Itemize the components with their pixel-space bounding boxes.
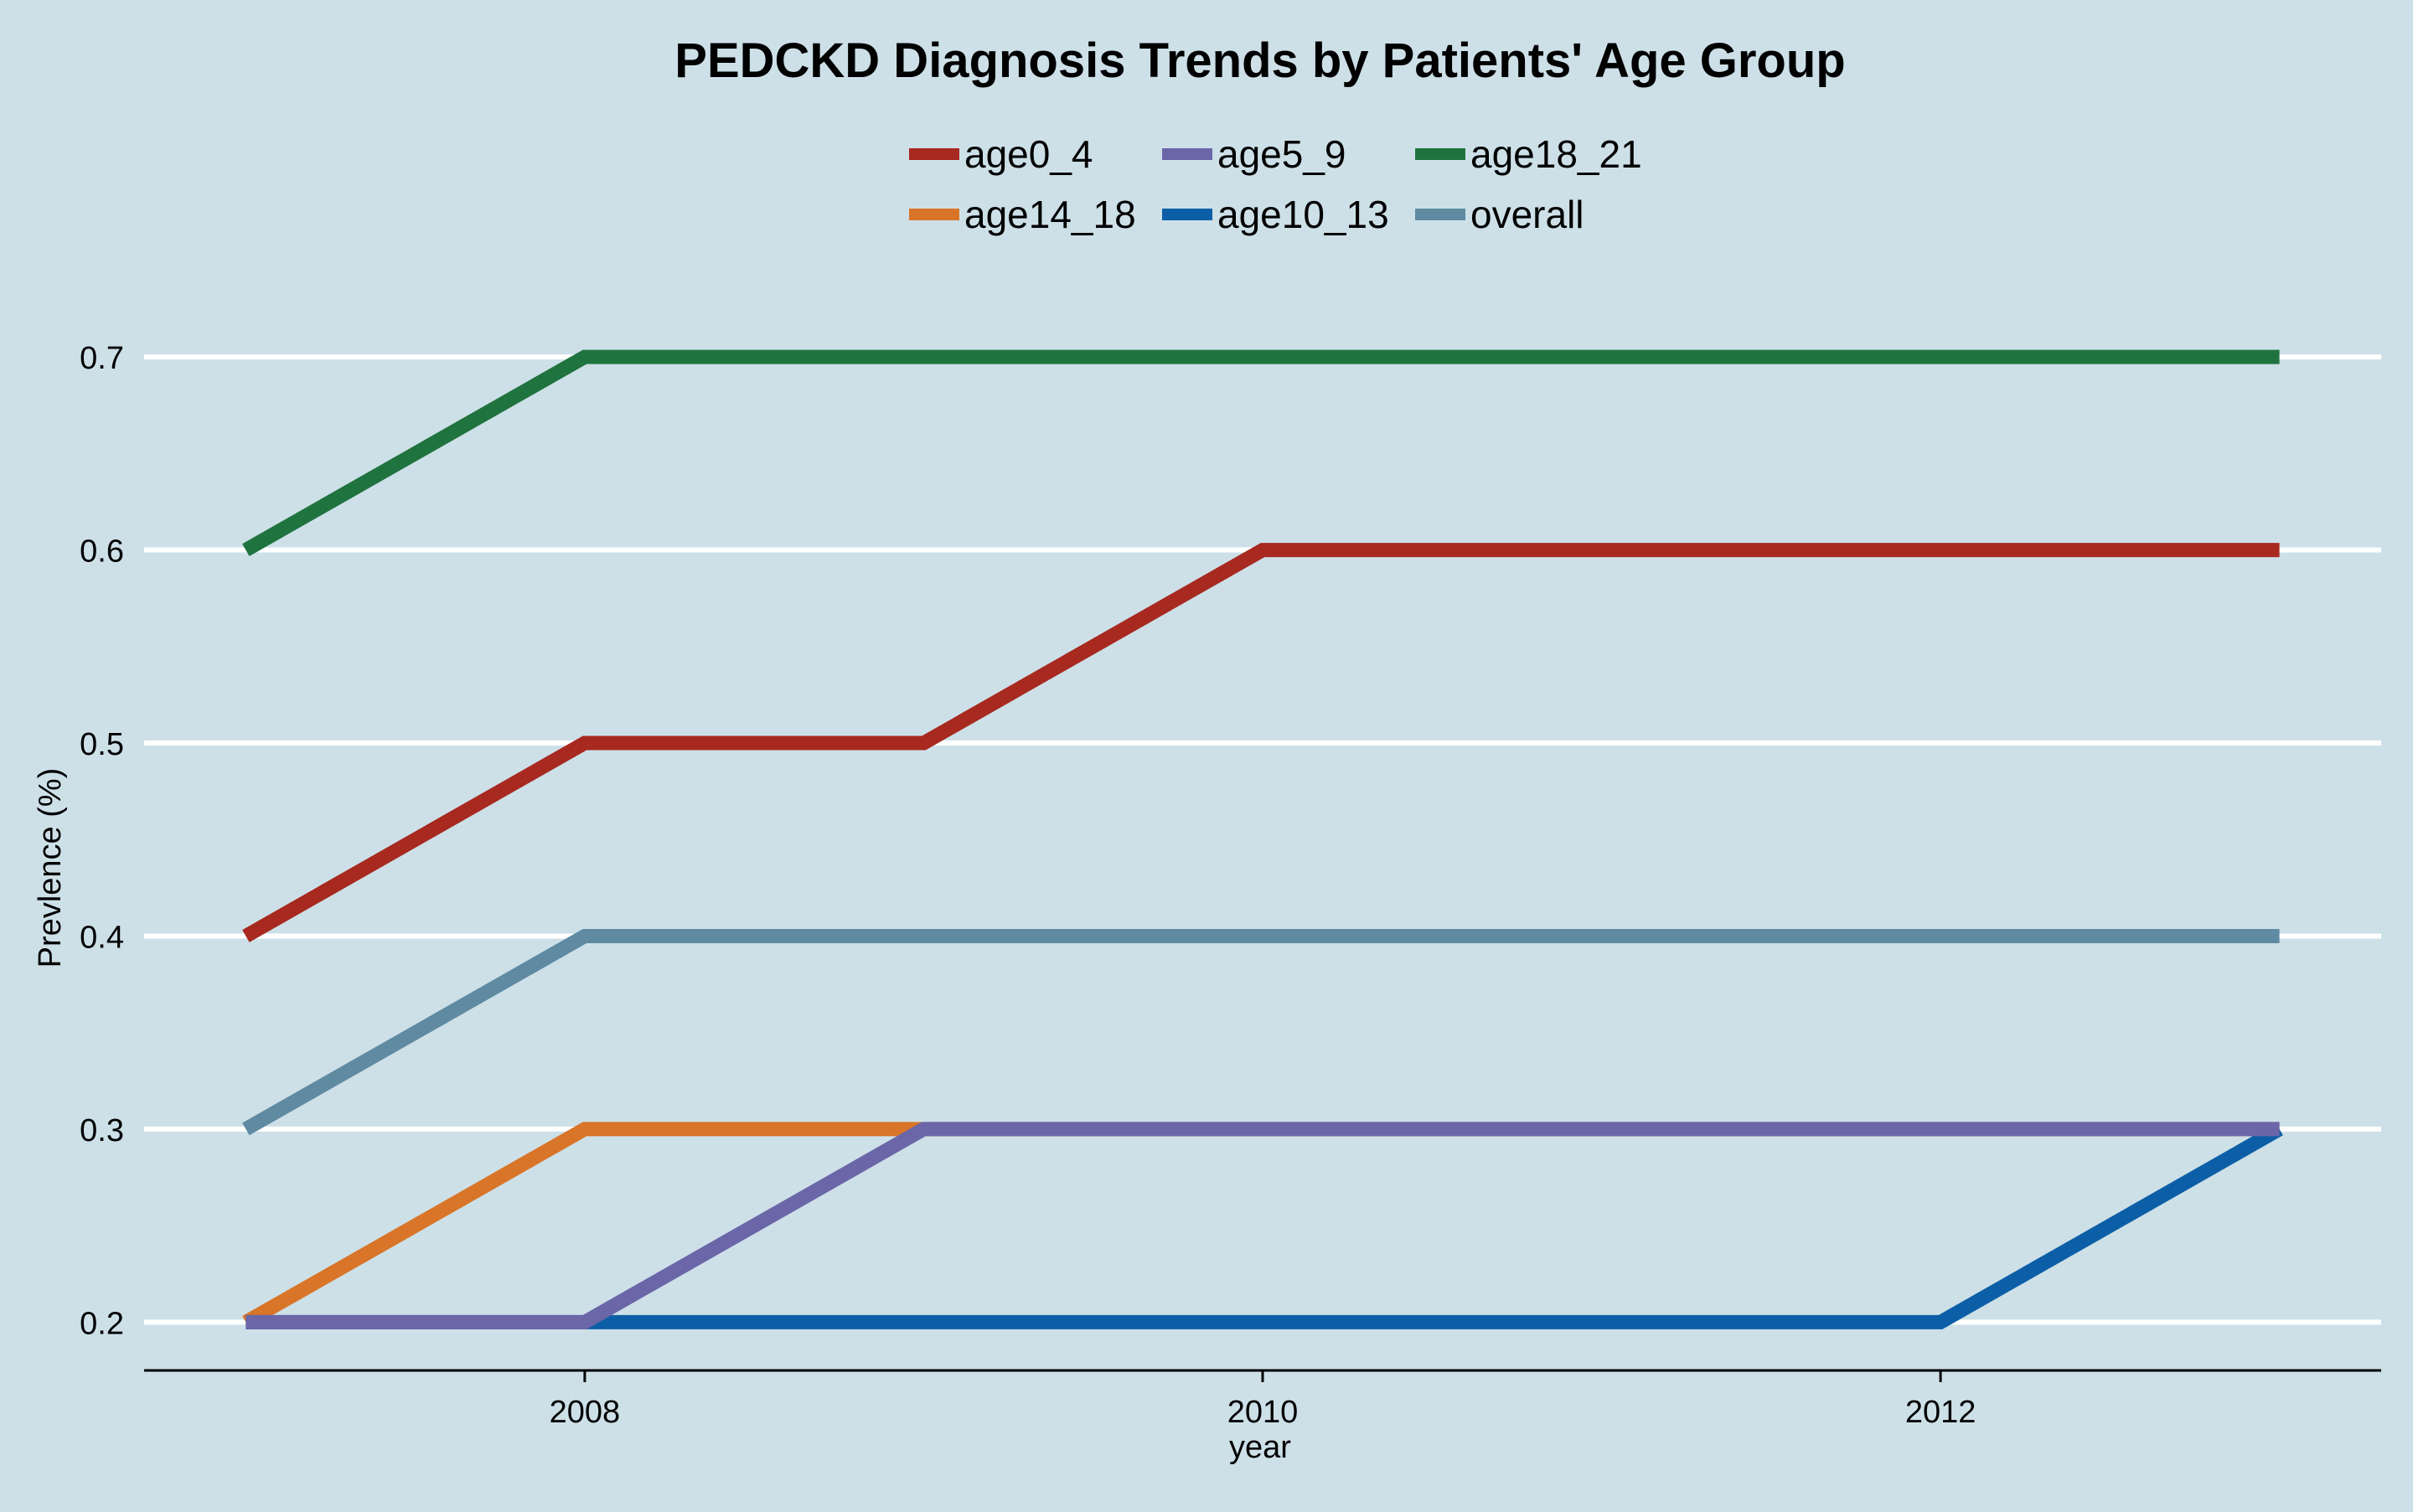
- y-tick-label-4: 0.6: [80, 534, 124, 570]
- legend-swatch-age5-9: [1162, 148, 1212, 160]
- legend-swatch-age14-18: [909, 209, 959, 220]
- legend-label-age18-21: age18_21: [1470, 132, 1642, 176]
- legend-label-age0-4: age0_4: [964, 132, 1093, 176]
- y-tick-label-1: 0.3: [80, 1113, 124, 1148]
- x-tick-label-2: 2012: [1905, 1395, 1976, 1430]
- y-axis-ticks: 0.2 0.3 0.4 0.5 0.6 0.7: [80, 341, 124, 1341]
- y-axis-label: Prevlence (%): [33, 768, 68, 968]
- legend-swatch-age18-21: [1415, 148, 1465, 160]
- legend-label-age5-9: age5_9: [1217, 132, 1346, 176]
- x-tick-label-1: 2010: [1227, 1395, 1299, 1430]
- legend-label-age10-13: age10_13: [1217, 193, 1389, 236]
- series-line-overall: [242, 929, 2280, 1136]
- y-tick-label-0: 0.2: [80, 1306, 124, 1341]
- legend-label-age14-18: age14_18: [964, 193, 1136, 236]
- series-line-age0-4: [242, 543, 2280, 942]
- series-line-age18-21: [242, 349, 2280, 556]
- x-axis-ticks: 2008 2010 2012: [550, 1370, 1976, 1430]
- legend-label-overall: overall: [1470, 193, 1584, 236]
- series-line-age5-9: [245, 1122, 2280, 1329]
- legend-swatch-overall: [1415, 209, 1465, 220]
- legend: age0_4 age14_18 age5_9 age10_13 age18_21over…: [909, 132, 1642, 236]
- series-lines: [242, 349, 2283, 1329]
- y-tick-label-2: 0.4: [80, 920, 124, 955]
- x-tick-label-0: 2008: [550, 1395, 621, 1430]
- legend-swatch-age0-4: [909, 148, 959, 160]
- y-tick-label-5: 0.7: [80, 341, 124, 376]
- legend-swatch-age10-13: [1162, 209, 1212, 220]
- x-axis-label: year: [1229, 1430, 1291, 1465]
- chart-title: PEDCKD Diagnosis Trends by Patients' Age…: [674, 34, 1845, 88]
- y-tick-label-3: 0.5: [80, 727, 124, 762]
